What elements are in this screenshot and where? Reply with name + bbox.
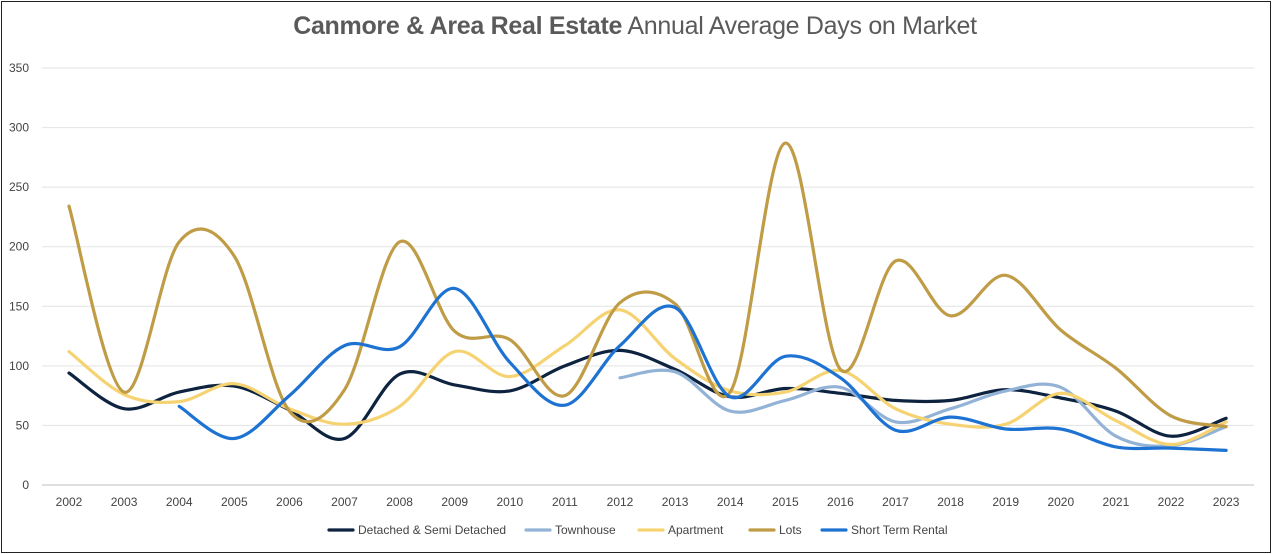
series-line-detached-and-semi-detached bbox=[67, 348, 1228, 441]
x-tick-label: 2017 bbox=[882, 495, 909, 509]
legend-item-lots: Lots bbox=[748, 523, 802, 537]
x-tick-label: 2013 bbox=[662, 495, 689, 509]
series-line-lots bbox=[67, 141, 1228, 429]
x-tick-label: 2002 bbox=[56, 495, 83, 509]
x-tick-label: 2010 bbox=[496, 495, 523, 509]
y-tick-label: 200 bbox=[9, 240, 29, 254]
x-tick-label: 2021 bbox=[1103, 495, 1130, 509]
x-tick-label: 2007 bbox=[331, 495, 358, 509]
legend-label: Short Term Rental bbox=[851, 523, 948, 537]
series-townhouse bbox=[618, 368, 1228, 448]
x-tick-label: 2015 bbox=[772, 495, 799, 509]
series-lines bbox=[67, 141, 1228, 452]
series-apartment bbox=[67, 308, 1228, 447]
y-tick-label: 350 bbox=[9, 61, 29, 75]
legend-item-detached-and-semi-detached: Detached & Semi Detached bbox=[327, 523, 506, 537]
y-tick-label: 150 bbox=[9, 299, 29, 313]
x-tick-label: 2016 bbox=[827, 495, 854, 509]
x-tick-label: 2008 bbox=[386, 495, 413, 509]
legend-item-short-term-rental: Short Term Rental bbox=[820, 523, 948, 537]
legend: Detached & Semi Detached Townhouse Apartme… bbox=[327, 523, 948, 537]
series-line-townhouse bbox=[618, 368, 1228, 448]
x-tick-label: 2020 bbox=[1047, 495, 1074, 509]
y-tick-label: 50 bbox=[16, 418, 30, 432]
chart-title-bold: Canmore & Area Real Estate bbox=[293, 12, 623, 40]
x-axis: 2002 2003 2004 2005 2006 2007 2008 2009 2010 2011… bbox=[56, 495, 1240, 509]
y-tick-label: 100 bbox=[9, 359, 29, 373]
x-tick-label: 2004 bbox=[166, 495, 193, 509]
series-detached-and-semi-detached bbox=[67, 348, 1228, 441]
x-tick-label: 2019 bbox=[992, 495, 1019, 509]
y-axis: 0 50 100 150 200 250 300 350 bbox=[9, 61, 29, 492]
series-short-term-rental bbox=[177, 286, 1228, 452]
chart-title: Canmore & Area Real Estate Annual Averag… bbox=[0, 12, 1270, 41]
legend-label: Townhouse bbox=[555, 523, 616, 537]
x-tick-label: 2006 bbox=[276, 495, 303, 509]
legend-item-apartment: Apartment bbox=[637, 523, 724, 537]
y-tick-label: 300 bbox=[9, 121, 29, 135]
series-line-short-term-rental bbox=[177, 286, 1228, 452]
chart-title-rest: Annual Average Days on Market bbox=[627, 12, 977, 40]
legend-label: Lots bbox=[779, 523, 802, 537]
y-tick-label: 250 bbox=[9, 180, 29, 194]
legend-item-townhouse: Townhouse bbox=[524, 523, 616, 537]
x-tick-label: 2014 bbox=[717, 495, 744, 509]
gridlines bbox=[42, 67, 1254, 486]
series-lots bbox=[67, 141, 1228, 429]
x-tick-label: 2022 bbox=[1158, 495, 1185, 509]
legend-label: Detached & Semi Detached bbox=[358, 523, 506, 537]
x-tick-label: 2009 bbox=[441, 495, 468, 509]
x-tick-label: 2012 bbox=[607, 495, 634, 509]
x-tick-label: 2018 bbox=[937, 495, 964, 509]
x-tick-label: 2011 bbox=[552, 495, 578, 509]
legend-label: Apartment bbox=[668, 523, 724, 537]
x-tick-label: 2003 bbox=[111, 495, 138, 509]
x-tick-label: 2023 bbox=[1213, 495, 1240, 509]
x-tick-label: 2005 bbox=[221, 495, 248, 509]
y-tick-label: 0 bbox=[22, 478, 29, 492]
series-line-apartment bbox=[67, 308, 1228, 447]
